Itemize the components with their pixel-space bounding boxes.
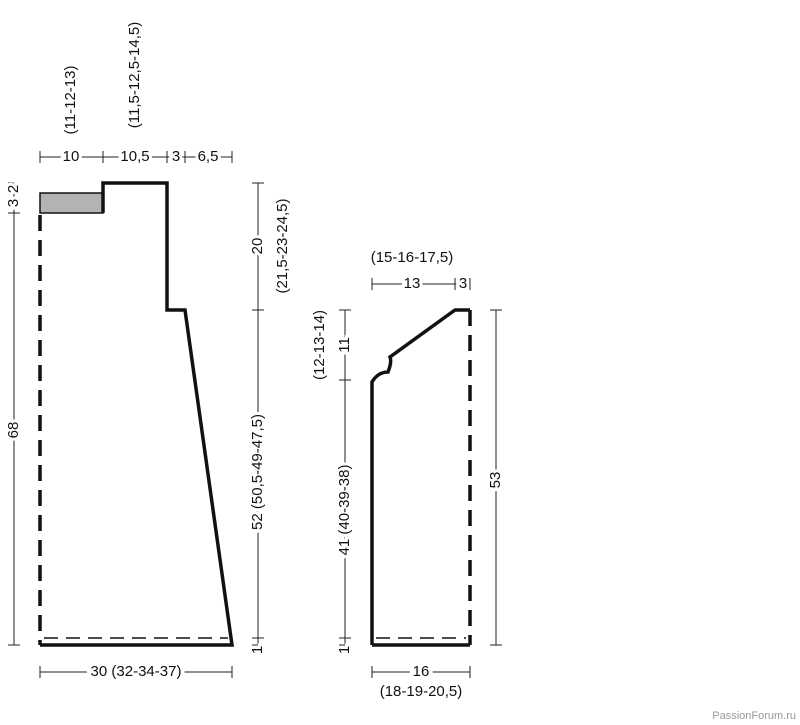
sleeve-outline bbox=[370, 308, 470, 647]
dim-label: 41 (40-39-38) bbox=[336, 465, 353, 556]
dim-label: 3 bbox=[5, 199, 22, 207]
dimension-lines bbox=[8, 151, 502, 678]
dim-label: 30 (32-34-37) bbox=[91, 663, 182, 680]
dim-label: 68 bbox=[5, 422, 22, 439]
dim-label: (15-16-17,5) bbox=[371, 249, 454, 266]
dim-label: 11 bbox=[336, 337, 353, 353]
dim-label: (18-19-20,5) bbox=[380, 683, 463, 700]
dim-label: 6,5 bbox=[198, 148, 219, 165]
dim-label: 52 (50,5-49-47,5) bbox=[249, 414, 266, 530]
dim-label: 53 bbox=[487, 472, 504, 489]
dim-label: 13 bbox=[404, 275, 421, 292]
dim-label: (11-12-13) bbox=[62, 66, 79, 135]
dim-label: 10,5 bbox=[120, 148, 149, 165]
dim-label: 16 bbox=[413, 663, 430, 680]
front-outline bbox=[40, 181, 235, 647]
dim-label: (11,5-12,5-14,5) bbox=[126, 22, 143, 128]
dim-label: (21,5-23-24,5) bbox=[274, 198, 291, 293]
dim-label: 1 bbox=[249, 646, 266, 654]
dim-label: (12-13-14) bbox=[311, 310, 328, 380]
dim-label: 1 bbox=[336, 646, 353, 654]
dim-label: 3 bbox=[459, 275, 467, 292]
shoulder-shading bbox=[39, 192, 104, 214]
dim-label: 2 bbox=[5, 185, 22, 193]
watermark: PassionForum.ru bbox=[712, 710, 796, 722]
dim-label: 10 bbox=[63, 148, 80, 165]
dim-label: 3 bbox=[172, 148, 180, 165]
dim-label: 20 bbox=[249, 238, 266, 255]
